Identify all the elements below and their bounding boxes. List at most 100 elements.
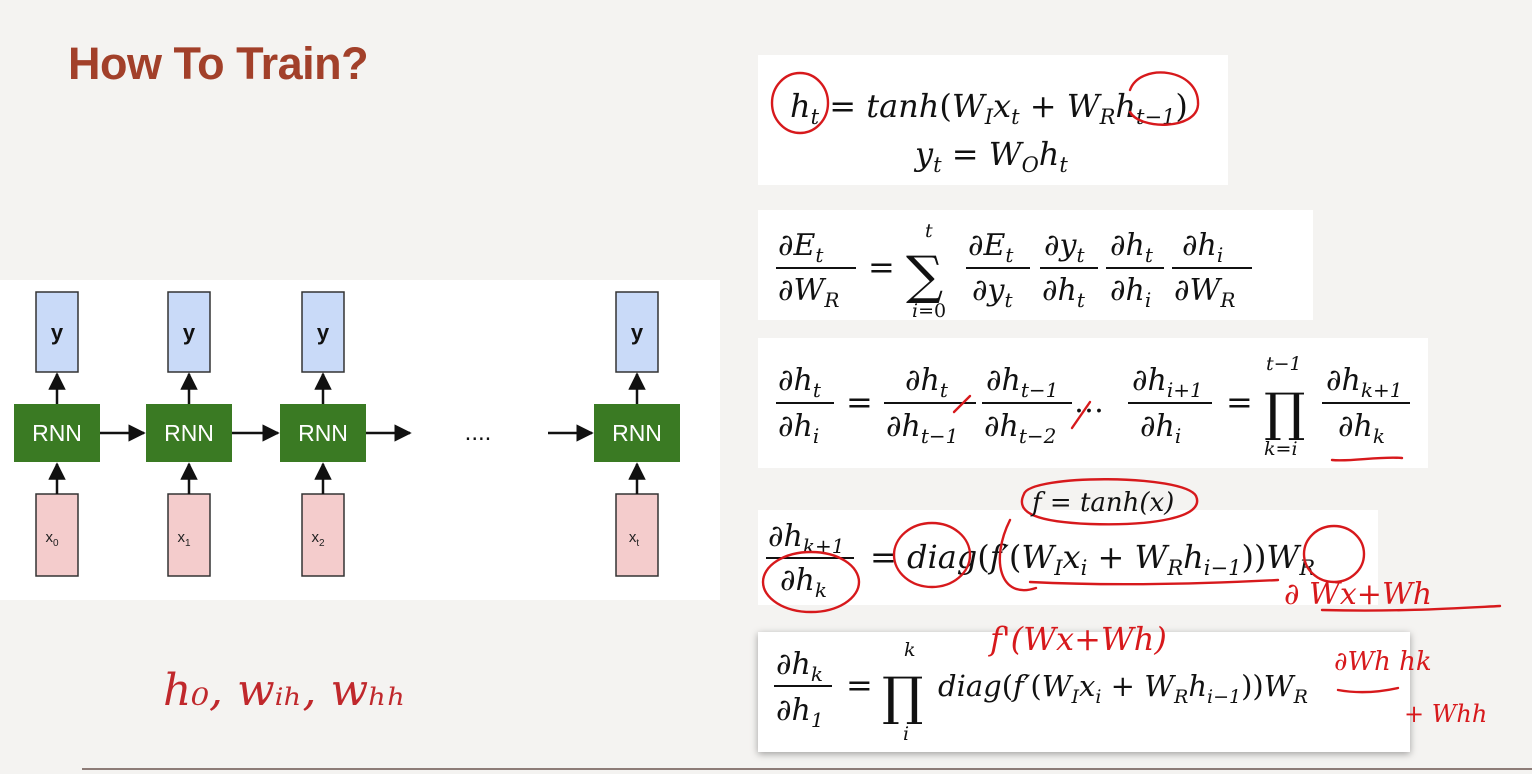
rnn-cell-label: RNN <box>612 420 662 446</box>
ellipsis: .... <box>465 419 492 446</box>
svg-text:=: = <box>846 383 873 421</box>
svg-text:=: = <box>868 248 895 286</box>
circle-annotation <box>1302 524 1366 584</box>
svg-text:∂hi: ∂hi <box>778 409 819 448</box>
input-label: x2 <box>311 529 325 549</box>
slide-title: How To Train? <box>68 38 369 89</box>
underline-annotation <box>1028 578 1280 586</box>
svg-text:∂WR: ∂WR <box>1174 273 1235 312</box>
output-label: y <box>317 320 330 345</box>
output-box <box>615 291 659 373</box>
output-label: y <box>183 320 196 345</box>
equation-panel-1 <box>758 55 1228 185</box>
bubble-annotation <box>1020 478 1199 526</box>
underline-annotation <box>1320 604 1502 612</box>
rnn-step-t: y RNN xt <box>594 291 680 577</box>
svg-text:∂Wh hk: ∂Wh hk <box>1334 647 1432 677</box>
svg-text:∂ht−1: ∂ht−1 <box>986 363 1058 402</box>
svg-text:+ Whh: + Whh <box>1404 700 1487 728</box>
svg-text:∂WR: ∂WR <box>778 273 839 312</box>
red-annotations <box>761 71 1502 694</box>
strike-annotation <box>1336 686 1400 694</box>
svg-text:∂ht: ∂ht <box>905 363 949 402</box>
svg-text:∏: ∏ <box>1264 383 1305 443</box>
equation-panel-2 <box>758 210 1313 320</box>
input-label: xt <box>629 529 640 549</box>
rnn-cell <box>594 404 680 462</box>
circle-annotation <box>998 518 1038 592</box>
svg-text:f = tanh(x): f = tanh(x) <box>1030 488 1174 518</box>
output-box <box>167 291 211 373</box>
svg-text:∂hi: ∂hi <box>1182 228 1223 267</box>
equation-panel-3 <box>758 338 1428 468</box>
svg-text:t−1: t−1 <box>1266 353 1302 375</box>
red-handwritten-text: f = tanh(x) f'(Wx+Wh) ∂ Wx+Wh ∂Wh hk + W… <box>988 488 1487 728</box>
svg-text:∂hi: ∂hi <box>1140 409 1181 448</box>
equation-hidden-state: ht = tanh(WIxt + WRht−1) yt = WOht <box>790 87 1188 177</box>
rnn-step-0: y RNN x0 <box>14 291 100 577</box>
svg-text:=: = <box>1226 383 1253 421</box>
output-label: y <box>51 320 64 345</box>
svg-text:∂hk: ∂hk <box>776 647 823 686</box>
rnn-cell <box>146 404 232 462</box>
circle-annotation <box>892 521 972 589</box>
rnn-cell <box>280 404 366 462</box>
svg-text:diag(f′(WIxi + WRhi−1))WR: diag(f′(WIxi + WRhi−1))WR <box>938 669 1308 708</box>
circle-annotation <box>761 550 861 614</box>
svg-text:∂ht−1: ∂ht−1 <box>886 409 958 448</box>
input-label: x1 <box>177 529 191 549</box>
parameters-handwritten: h₀, wᵢₕ, wₕₕ <box>163 665 407 716</box>
rnn-step-2: y RNN x2 <box>280 291 366 577</box>
svg-text:∂ht: ∂ht <box>1042 273 1086 312</box>
svg-text:∂yt: ∂yt <box>1044 228 1085 267</box>
output-box <box>35 291 79 373</box>
svg-text:yt = WOht: yt = WOht <box>913 135 1068 177</box>
svg-text:t: t <box>925 220 933 242</box>
equation-chain-rule: ∂ht ∂hi = ∂ht ∂ht−1 ∂ht−1 ∂ht−2 … ∂hi+1 … <box>776 353 1410 460</box>
svg-text:∂Et: ∂Et <box>968 228 1014 267</box>
input-box <box>615 493 659 577</box>
svg-text:k: k <box>904 639 916 661</box>
svg-text:∂hk+1: ∂hk+1 <box>1326 363 1402 402</box>
rnn-cell-label: RNN <box>298 420 348 446</box>
output-box <box>301 291 345 373</box>
input-box <box>301 493 345 577</box>
svg-text:∂yt: ∂yt <box>972 273 1013 312</box>
bottom-divider <box>82 768 1532 770</box>
svg-text:=: = <box>846 666 873 704</box>
svg-text:f'(Wx+Wh): f'(Wx+Wh) <box>988 620 1167 658</box>
svg-text:i: i <box>903 723 909 745</box>
svg-text:∂hk: ∂hk <box>780 563 827 602</box>
equation-panel-4 <box>758 510 1378 605</box>
tick-annotation <box>952 394 972 414</box>
svg-text:ht = tanh(WIxt + WRht−1): ht = tanh(WIxt + WRht−1) <box>790 87 1188 129</box>
output-label: y <box>631 320 644 345</box>
svg-text:= diag(f′(WIxi + WRhi−1))WR: = diag(f′(WIxi + WRhi−1))WR <box>870 538 1315 580</box>
svg-text:∂hi+1: ∂hi+1 <box>1132 363 1203 402</box>
svg-text:k=i: k=i <box>1264 438 1298 460</box>
rnn-unrolled-diagram: y RNN x0 y RNN x1 y RNN x2 y RNN xt <box>0 280 720 600</box>
equation-panel-5 <box>758 632 1410 752</box>
svg-text:∂hk+1: ∂hk+1 <box>768 519 844 558</box>
equation-product-jacobian: ∂hk ∂h1 = k ∏ i diag(f′(WIxi + WRhi−1))W… <box>774 639 1308 745</box>
rnn-cell-label: RNN <box>164 420 214 446</box>
svg-text:∂hi: ∂hi <box>1110 273 1151 312</box>
svg-text:∂ht: ∂ht <box>778 363 822 402</box>
svg-text:i=0: i=0 <box>912 300 946 322</box>
rnn-cell <box>14 404 100 462</box>
circle-annotation <box>1128 71 1200 126</box>
input-label: x0 <box>45 529 59 549</box>
rnn-step-1: y RNN x1 <box>146 291 232 577</box>
tick-annotation <box>1070 400 1092 430</box>
underline-annotation <box>1330 456 1404 462</box>
svg-text:∏: ∏ <box>882 667 923 727</box>
svg-text:∂h1: ∂h1 <box>776 693 824 732</box>
svg-text:∂ht−2: ∂ht−2 <box>984 409 1056 448</box>
svg-text:∂hk: ∂hk <box>1338 409 1385 448</box>
rnn-cell-label: RNN <box>32 420 82 446</box>
svg-text:∂ Wx+Wh: ∂ Wx+Wh <box>1284 577 1432 612</box>
equation-jacobian: ∂hk+1 ∂hk = diag(f′(WIxi + WRhi−1))WR <box>766 519 1315 602</box>
circle-annotation <box>770 71 830 135</box>
svg-text:∑: ∑ <box>906 246 943 306</box>
